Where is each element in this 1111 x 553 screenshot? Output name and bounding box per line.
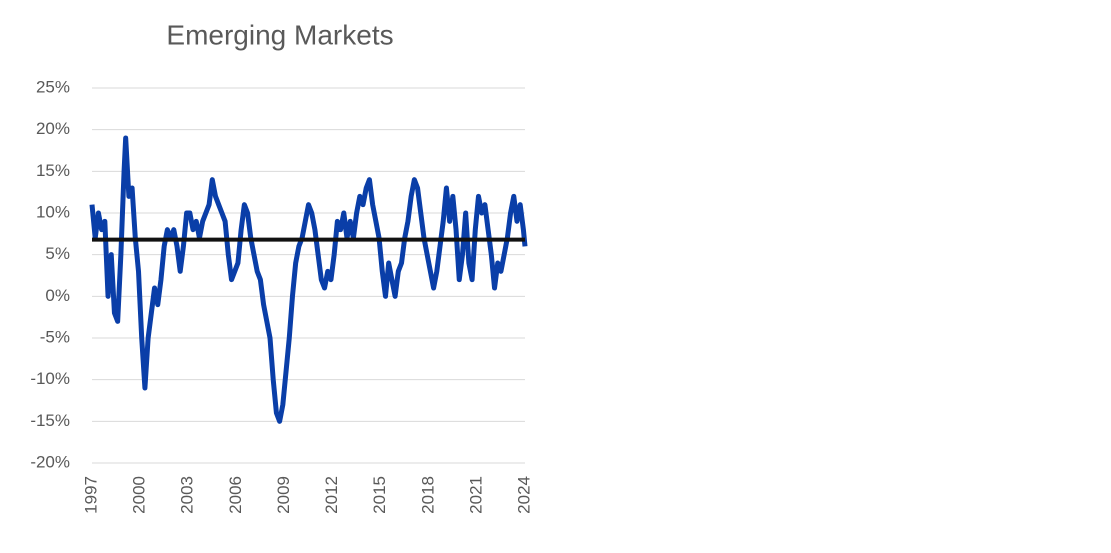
x-tick-label: 2003 bbox=[178, 476, 197, 514]
y-tick-label: 10% bbox=[36, 202, 70, 221]
y-tick-label: -20% bbox=[30, 452, 70, 471]
x-tick-label: 2024 bbox=[514, 476, 533, 514]
y-tick-label: 5% bbox=[45, 244, 70, 263]
y-tick-label: -10% bbox=[30, 369, 70, 388]
y-tick-label: -5% bbox=[40, 327, 70, 346]
x-tick-label: 1997 bbox=[81, 476, 100, 514]
x-tick-label: 2006 bbox=[226, 476, 245, 514]
data-line bbox=[89, 135, 528, 424]
y-tick-label: 25% bbox=[36, 77, 70, 96]
chart-title: Emerging Markets bbox=[166, 19, 393, 50]
x-tick-label: 2021 bbox=[466, 476, 485, 514]
x-tick-label: 2000 bbox=[130, 476, 149, 514]
y-tick-label: 0% bbox=[45, 286, 70, 305]
y-tick-label: -15% bbox=[30, 411, 70, 430]
y-tick-label: 20% bbox=[36, 119, 70, 138]
y-tick-label: 15% bbox=[36, 161, 70, 180]
x-tick-label: 2012 bbox=[322, 476, 341, 514]
x-tick-label: 2018 bbox=[418, 476, 437, 514]
x-tick-label: 2015 bbox=[370, 476, 389, 514]
x-tick-label: 2009 bbox=[274, 476, 293, 514]
